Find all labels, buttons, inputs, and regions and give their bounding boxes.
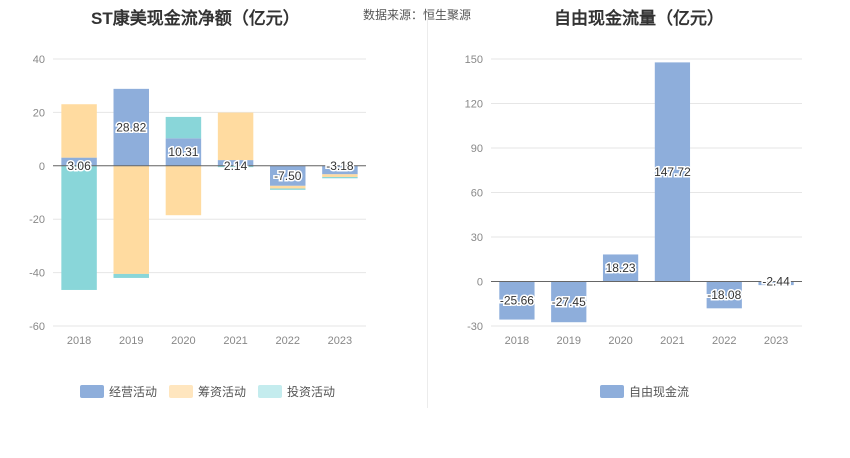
legend-item-financing[interactable]: 筹资活动 (169, 383, 246, 400)
bar-筹资活动-2020 (165, 165, 202, 216)
data-label-2020: 18.23 (606, 261, 636, 275)
x-tick-label: 2023 (328, 335, 352, 347)
x-tick-label: 2020 (171, 335, 195, 347)
x-tick-label: 2018 (67, 335, 91, 347)
data-label-2023: -2.44 (762, 275, 790, 289)
bar-自由现金流-2018 (499, 281, 535, 320)
bar-筹资活动-2021 (217, 112, 254, 161)
y-tick-label: 150 (465, 54, 483, 66)
x-tick-label: 2021 (660, 335, 684, 347)
data-label-2022: -7.50 (274, 169, 302, 183)
bar-经营活动-2021 (217, 160, 254, 166)
x-tick-label: 2022 (276, 335, 300, 347)
y-tick-label: 90 (471, 143, 483, 155)
x-tick-label: 2018 (505, 335, 529, 347)
legend-swatch-financing (169, 385, 194, 398)
y-tick-label: 0 (39, 161, 45, 173)
data-label-2021: 147.72 (654, 165, 691, 179)
legend-label-financing: 筹资活动 (198, 385, 247, 399)
data-label-2022: -18.08 (707, 288, 741, 302)
bar-投资活动-2022 (270, 188, 306, 190)
legend-label-investing: 投资活动 (287, 385, 336, 399)
bar-投资活动-2018 (61, 165, 97, 290)
y-tick-label: -40 (29, 268, 45, 280)
data-source-label: 数据来源：恒生聚源 (363, 8, 472, 22)
y-tick-label: -60 (29, 321, 45, 333)
y-tick-label: 60 (471, 188, 483, 200)
bar-自由现金流-2022 (706, 281, 742, 309)
bar-经营活动-2018 (61, 157, 97, 166)
cash-flow-net-chart-panel: ST康美现金流净额（亿元） 40 20 0 -20 -40 -60 2018 2019 2020… (29, 9, 366, 400)
x-tick-label: 2020 (608, 335, 632, 347)
y-tick-label: 30 (471, 232, 483, 244)
free-cash-flow-chart: 150 120 90 60 30 0 -30 2018 2019 2020 2021 2022 2023… (465, 54, 802, 347)
bar-投资活动-2021 (217, 165, 254, 168)
data-label-2020: 10.31 (168, 145, 198, 159)
bar-筹资活动-2019 (113, 165, 149, 274)
bar-自由现金流-2020 (602, 254, 639, 282)
y-tick-label: 40 (33, 54, 45, 66)
y-tick-label: 120 (465, 99, 483, 111)
x-tick-label: 2023 (764, 335, 788, 347)
bar-筹资活动-2023 (322, 174, 358, 177)
y-tick-label: 0 (477, 277, 483, 289)
data-label-2023: -3.18 (326, 159, 354, 173)
x-tick-label: 2022 (712, 335, 736, 347)
right-chart-legend: 自由现金流 (600, 383, 689, 400)
bar-经营活动-2023 (322, 165, 358, 175)
bar-自由现金流-2023 (758, 281, 794, 286)
bar-经营活动-2022 (270, 165, 306, 186)
data-label-2018: -25.66 (500, 294, 534, 308)
bar-投资活动-2019 (113, 273, 149, 278)
data-label-2021: 2.14 (224, 159, 248, 173)
y-tick-label: -20 (29, 214, 45, 226)
legend-item-investing[interactable]: 投资活动 (258, 383, 335, 400)
x-tick-label: 2019 (557, 335, 581, 347)
legend-swatch-investing (258, 385, 283, 398)
y-tick-label: 20 (33, 107, 45, 119)
right-chart-title: 自由现金流量（亿元） (554, 9, 724, 28)
data-label-2018: 3.06 (67, 159, 91, 173)
bar-经营活动-2020 (165, 138, 202, 166)
bar-自由现金流-2021 (654, 62, 691, 282)
legend-swatch-operating (80, 385, 104, 398)
bar-经营活动-2019 (113, 88, 149, 166)
bar-筹资活动-2022 (270, 185, 306, 189)
free-cash-flow-chart-panel: 自由现金流量（亿元） 150 120 90 60 30 0 -30 2018 2019 2020 2… (430, 0, 850, 458)
legend-label-operating: 经营活动 (109, 385, 158, 399)
left-chart-legend: 经营活动 筹资活动 投资活动 (80, 383, 335, 400)
data-label-2019: -27.45 (552, 295, 586, 309)
x-tick-label: 2021 (223, 335, 247, 347)
cash-flow-net-chart: 40 20 0 -20 -40 -60 2018 2019 2020 2021 2022 2023 3.… (29, 54, 366, 347)
bar-筹资活动-2018 (61, 104, 97, 158)
legend-item-free-cash-flow[interactable]: 自由现金流 (600, 383, 689, 400)
bar-投资活动-2023 (322, 176, 358, 179)
x-tick-label: 2019 (119, 335, 143, 347)
y-tick-label: -30 (467, 321, 483, 333)
panel-divider (427, 18, 428, 408)
bar-自由现金流-2019 (551, 281, 587, 323)
data-label-2019: 28.82 (116, 120, 146, 134)
legend-label-free-cash-flow: 自由现金流 (629, 385, 690, 399)
legend-item-operating[interactable]: 经营活动 (80, 383, 157, 400)
legend-swatch-free-cash-flow (600, 385, 624, 398)
bar-投资活动-2020 (165, 116, 202, 139)
left-chart-title: ST康美现金流净额（亿元） (91, 9, 300, 28)
